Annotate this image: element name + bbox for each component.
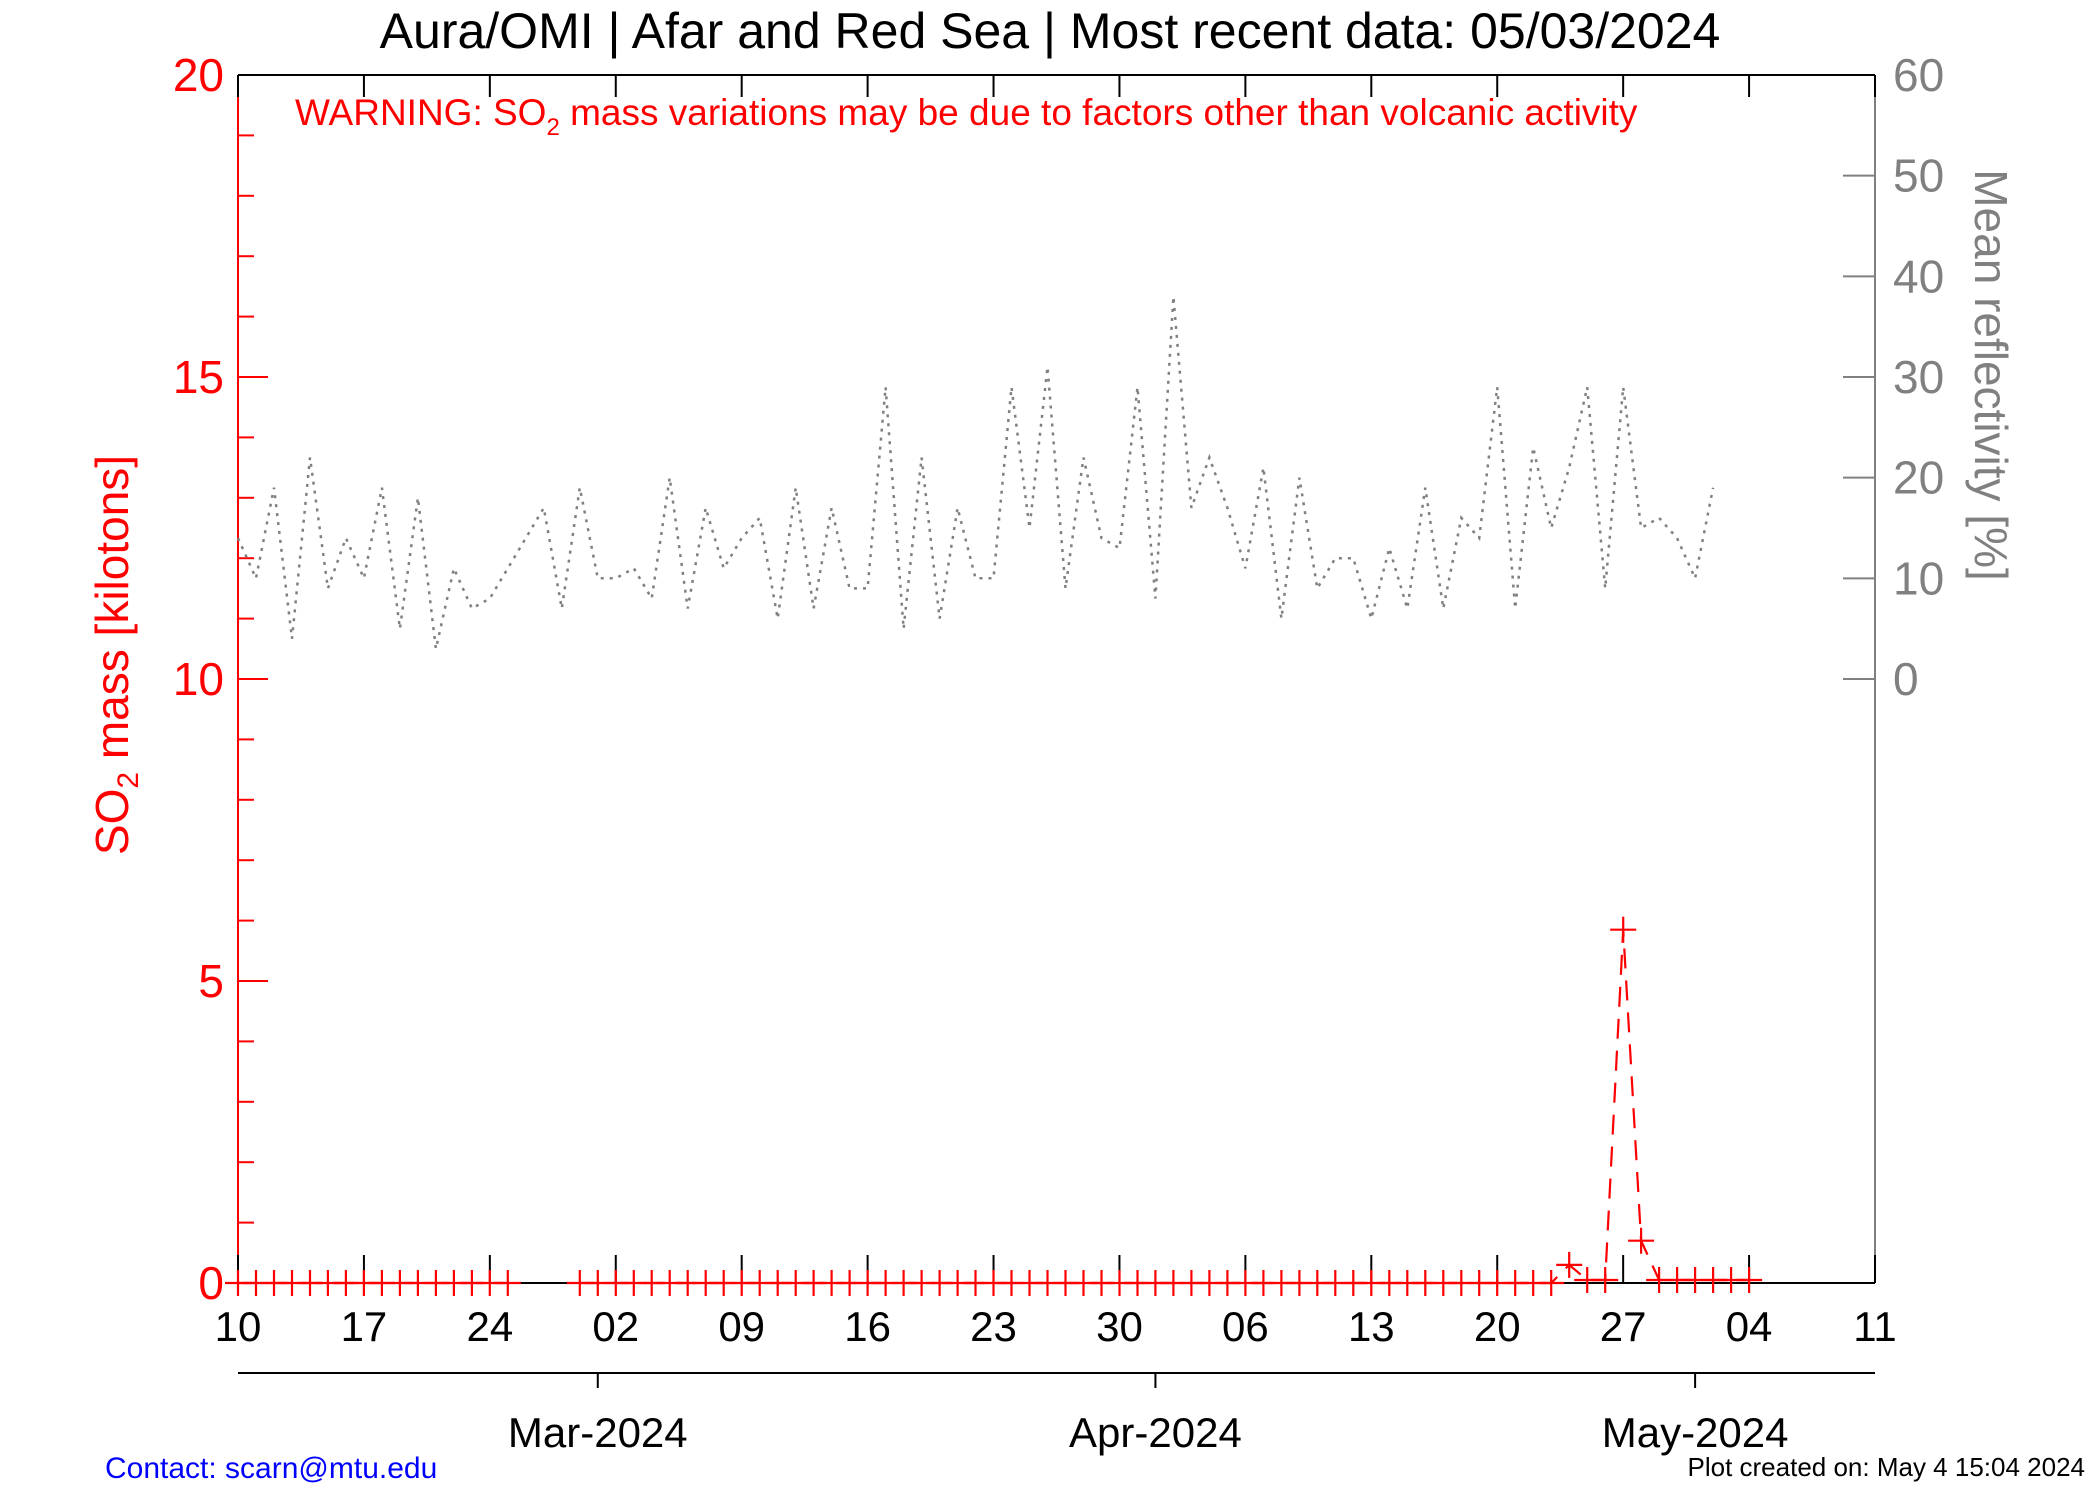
so2-marker: [1736, 1267, 1763, 1293]
reflectivity-line: [236, 296, 1715, 650]
so2-marker: [1556, 1251, 1583, 1278]
x-tick-label: 23: [970, 1303, 1017, 1350]
x-tick-label: 04: [1726, 1303, 1773, 1350]
y-axis-left-label: SO2 mass [kilotons]: [86, 455, 145, 855]
y-tick-label-left: 10: [173, 653, 224, 705]
mean-reflectivity-series: [236, 296, 1715, 650]
month-label: May-2024: [1602, 1409, 1789, 1456]
x-tick-label: 16: [844, 1303, 891, 1350]
x-tick-label: 02: [592, 1303, 639, 1350]
y-tick-label-right: 60: [1893, 49, 1944, 101]
y-axis-right-label: Mean reflectivity [%]: [1965, 169, 2017, 581]
month-label: Mar-2024: [508, 1409, 688, 1456]
so2-marker: [1592, 1267, 1619, 1293]
y-tick-label-right: 20: [1893, 452, 1944, 504]
plot-created-timestamp: Plot created on: May 4 15:04 2024: [1688, 1452, 2086, 1482]
y-tick-label-left: 0: [198, 1257, 224, 1309]
x-tick-label: 27: [1600, 1303, 1647, 1350]
so2-marker: [1628, 1227, 1655, 1254]
x-tick-label: 24: [466, 1303, 513, 1350]
y-tick-label-right: 40: [1893, 250, 1944, 302]
x-tick-label: 17: [341, 1303, 388, 1350]
so2-marker: [494, 1270, 521, 1296]
contact-email[interactable]: Contact: scarn@mtu.edu: [105, 1452, 437, 1485]
warning-text: WARNING: SO2 mass variations may be due …: [295, 92, 1638, 141]
x-tick-label: 13: [1348, 1303, 1395, 1350]
x-tick-label: 20: [1474, 1303, 1521, 1350]
so2-mass-series: [225, 916, 1763, 1296]
so2-marker: [1610, 916, 1637, 943]
chart-title: Aura/OMI | Afar and Red Sea | Most recen…: [380, 3, 1721, 59]
so2-marker: [1538, 1270, 1565, 1296]
y-tick-label-right: 0: [1893, 653, 1919, 705]
x-tick-label: 30: [1096, 1303, 1143, 1350]
y-tick-label-left: 20: [173, 49, 224, 101]
y-tick-label-right: 50: [1893, 150, 1944, 202]
x-tick-label: 11: [1853, 1303, 1897, 1350]
x-tick-label: 09: [718, 1303, 765, 1350]
y-tick-label-right: 10: [1893, 552, 1944, 604]
x-tick-label: 10: [215, 1303, 262, 1350]
y-tick-label-right: 30: [1893, 351, 1944, 403]
so2-line: [579, 929, 1750, 1285]
x-tick-label: 06: [1222, 1303, 1269, 1350]
y-tick-label-left: 15: [173, 351, 224, 403]
month-label: Apr-2024: [1069, 1409, 1242, 1456]
y-tick-label-left: 5: [198, 955, 224, 1007]
